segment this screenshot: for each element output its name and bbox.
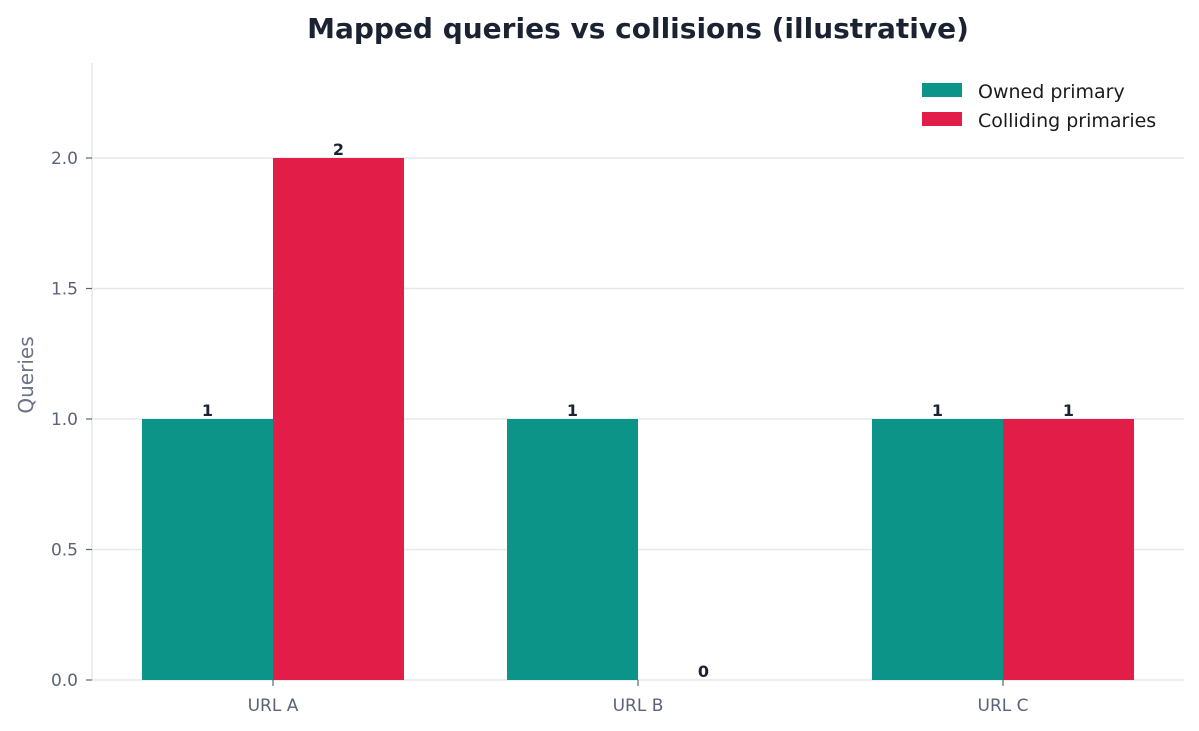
y-tick-label: 0.0 [51, 671, 78, 691]
y-tick-label: 1.5 [51, 280, 78, 300]
x-tick-label: URL B [613, 696, 664, 716]
data-label: 1 [932, 401, 943, 420]
y-tick-label: 0.5 [51, 541, 78, 561]
x-tick-label: URL C [978, 696, 1029, 716]
legend-swatch-colliding-primaries [922, 112, 962, 126]
bar-colliding-primaries [273, 158, 404, 680]
x-tick-label: URL A [248, 696, 299, 716]
x-ticks: URL A URL B URL C [248, 680, 1029, 716]
legend-label-colliding-primaries: Colliding primaries [978, 110, 1156, 132]
legend-swatch-owned-primary [922, 83, 962, 97]
data-labels: 1 1 1 2 0 1 [202, 140, 1074, 681]
bar-owned-primary [507, 419, 638, 680]
y-tick-label: 1.0 [51, 410, 78, 430]
bars [142, 158, 1134, 680]
data-label: 0 [698, 662, 709, 681]
bar-owned-primary [142, 419, 273, 680]
data-label: 1 [567, 401, 578, 420]
y-axis-label: Queries [14, 336, 38, 413]
legend-label-owned-primary: Owned primary [978, 81, 1125, 103]
data-label: 1 [202, 401, 213, 420]
data-label: 2 [333, 140, 344, 159]
bar-colliding-primaries [1003, 419, 1134, 680]
chart-title: Mapped queries vs collisions (illustrati… [307, 12, 969, 45]
data-label: 1 [1063, 401, 1074, 420]
y-ticks: 0.0 0.5 1.0 1.5 2.0 [51, 149, 92, 691]
bar-owned-primary [872, 419, 1003, 680]
y-tick-label: 2.0 [51, 149, 78, 169]
legend: Owned primary Colliding primaries [922, 81, 1156, 132]
